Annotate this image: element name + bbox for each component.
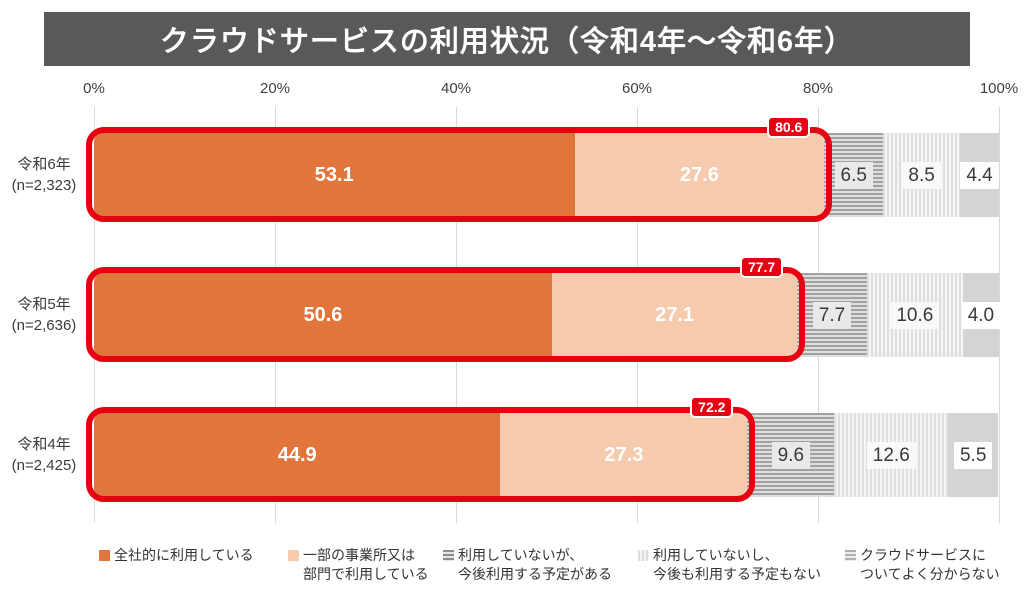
- legend-label-line: 利用していないし、: [653, 547, 779, 563]
- legend-swatch: [99, 550, 110, 561]
- segment-value-label: 12.6: [866, 441, 916, 469]
- legend-label-line: 一部の事業所又は: [303, 547, 415, 563]
- legend-label: 利用していないが、今後利用する予定がある: [458, 546, 612, 584]
- category-label: 令和4年 (n=2,425): [0, 434, 88, 476]
- bar-segment: 5.5: [948, 413, 999, 497]
- legend-label-line: クラウドサービスに: [860, 547, 986, 563]
- chart-title-bar: クラウドサービスの利用状況（令和4年～令和6年）: [44, 12, 970, 66]
- segment-value-label: 4.0: [961, 301, 1001, 329]
- bar-segment: 50.6: [94, 273, 552, 357]
- segment-value-label: 44.9: [277, 443, 317, 466]
- segment-value-label: 53.1: [314, 163, 354, 186]
- category-year-label: 令和4年: [17, 435, 71, 453]
- category-n-label: (n=2,323): [11, 176, 77, 194]
- category-n-label: (n=2,636): [11, 316, 77, 334]
- x-axis-tick: 20%: [259, 80, 291, 97]
- legend-swatch: [845, 550, 856, 561]
- legend-item: 一部の事業所又は 部門で利用している: [288, 546, 429, 584]
- x-axis-tick: 80%: [802, 80, 834, 97]
- legend-label-line: 全社的に利用している: [114, 547, 254, 563]
- legend-label-line: 利用していないが、: [458, 547, 584, 563]
- bar-segment: 4.4: [960, 133, 999, 217]
- bar-segment: 12.6: [834, 413, 949, 497]
- bar-row: 令和4年 (n=2,425) 44.9 27.3 9.6 12.6 5.5 72.2: [12, 396, 999, 502]
- segment-value-label: 7.7: [812, 301, 852, 329]
- x-axis-tick: 0%: [83, 80, 105, 97]
- highlight-total-badge: 72.2: [690, 396, 734, 418]
- legend-label-line: ついてよく分からない: [860, 566, 1000, 582]
- highlight-total-badge: 77.7: [739, 256, 784, 278]
- segment-value-label: 27.6: [679, 163, 719, 186]
- legend-item: 全社的に利用している: [99, 546, 254, 565]
- x-axis-tick: 60%: [621, 80, 653, 97]
- legend-label: クラウドサービスに ついてよく分からない: [860, 546, 1000, 584]
- bar-row: 令和6年 (n=2,323) 53.1 27.6 6.5 8.5 4.4 80.6: [12, 116, 999, 222]
- x-axis: 0% 20% 40% 60% 80% 100%: [83, 80, 1018, 100]
- bar-segment: 9.6: [747, 413, 835, 497]
- legend-swatch: [443, 550, 454, 561]
- segment-value-label: 27.1: [655, 303, 695, 326]
- legend: 全社的に利用している 一部の事業所又は 部門で利用している 利用していないが、 今後利用…: [0, 546, 1024, 592]
- x-axis-tick: 40%: [440, 80, 472, 97]
- bar-segment: 7.7: [797, 273, 867, 357]
- category-year-label: 令和5年: [17, 295, 71, 313]
- bar-segment: 10.6: [866, 273, 963, 357]
- segment-value-label: 8.5: [902, 161, 941, 189]
- chart-title: クラウドサービスの利用状況（令和4年～令和6年）: [159, 26, 855, 58]
- highlight-total-badge: 80.6: [767, 116, 811, 138]
- legend-swatch: [288, 550, 299, 561]
- legend-item: 利用していないし、今後も利用する予定もない: [638, 546, 821, 584]
- bar-segment: 4.0: [961, 273, 1001, 357]
- legend-label: 全社的に利用している: [114, 546, 254, 565]
- x-axis-tick: 100%: [979, 80, 1019, 97]
- segment-value-label: 27.3: [604, 443, 644, 466]
- legend-label-line: 部門で利用している: [303, 566, 429, 582]
- category-label: 令和6年 (n=2,323): [0, 154, 88, 196]
- bar-segment: 8.5: [883, 133, 961, 217]
- legend-label-line: 今後も利用する予定もない: [653, 566, 821, 582]
- segment-value-label: 9.6: [771, 441, 811, 469]
- segment-value-label: 5.5: [953, 441, 993, 469]
- bar-segment: 27.6: [574, 133, 825, 217]
- legend-swatch: [638, 550, 649, 561]
- bar-segment: 27.1: [551, 273, 798, 357]
- bar-segment: 53.1: [94, 133, 575, 217]
- category-label: 令和5年 (n=2,636): [0, 294, 88, 336]
- bar-segment: 27.3: [500, 413, 748, 497]
- category-year-label: 令和6年: [17, 155, 71, 173]
- segment-value-label: 6.5: [834, 161, 873, 189]
- segment-value-label: 4.4: [960, 161, 999, 189]
- segment-value-label: 50.6: [303, 303, 343, 326]
- legend-label: 利用していないし、今後も利用する予定もない: [653, 546, 821, 584]
- legend-label: 一部の事業所又は 部門で利用している: [303, 546, 429, 584]
- bar-segment: 6.5: [824, 133, 884, 217]
- legend-label-line: 今後利用する予定がある: [458, 566, 612, 582]
- legend-item: 利用していないが、今後利用する予定がある: [443, 546, 612, 584]
- bar-row: 令和5年 (n=2,636) 50.6 27.1 7.7 10.6 4.0 77.7: [12, 256, 1001, 362]
- bar-segment: 44.9: [94, 413, 501, 497]
- category-n-label: (n=2,425): [11, 456, 77, 474]
- legend-item: クラウドサービスに ついてよく分からない: [845, 546, 1000, 584]
- segment-value-label: 10.6: [890, 301, 940, 329]
- plot-area: 令和6年 (n=2,323) 53.1 27.6 6.5 8.5 4.4 80.6 令和5年 (n…: [12, 107, 1001, 523]
